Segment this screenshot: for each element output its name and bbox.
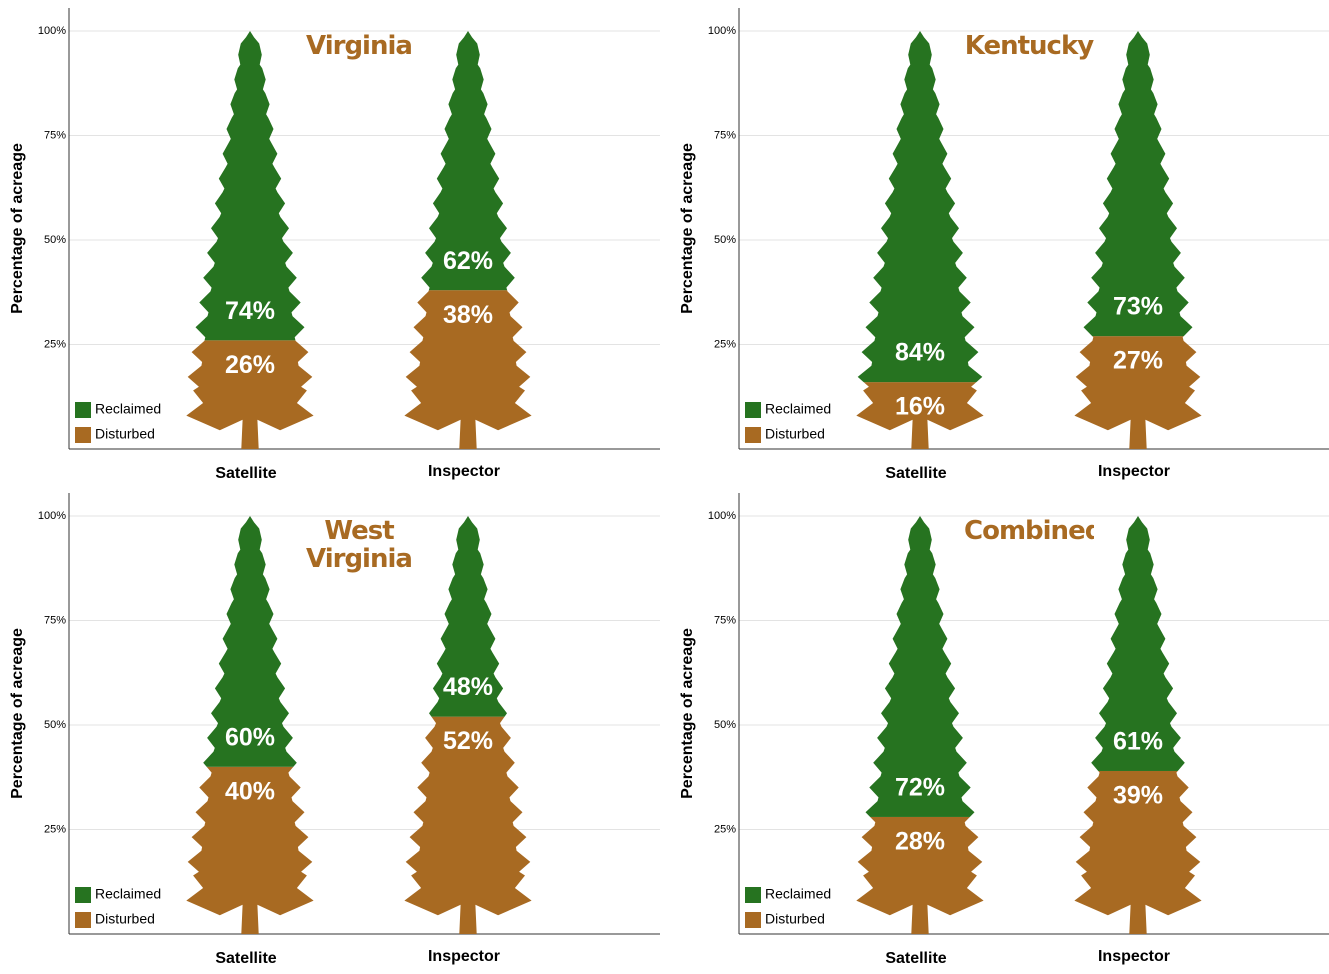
legend-swatch bbox=[75, 427, 91, 443]
legend-label: Reclaimed bbox=[95, 886, 161, 902]
y-tick-label: 75% bbox=[44, 614, 66, 626]
panel: 25% 50% 75% 100% Percentage of acreage Satell… bbox=[679, 493, 1329, 967]
x-tick-label: Satellite bbox=[885, 950, 946, 967]
legend-label: Reclaimed bbox=[765, 401, 831, 417]
y-tick-label: 25% bbox=[44, 338, 66, 350]
y-tick-label: 75% bbox=[714, 614, 736, 626]
y-tick-label: 50% bbox=[44, 234, 66, 246]
legend-swatch bbox=[745, 887, 761, 903]
legend-label: Disturbed bbox=[95, 911, 155, 927]
chart-title: Combined bbox=[964, 517, 1094, 546]
data-label: 72% bbox=[895, 774, 945, 802]
chart-title: Kentucky bbox=[964, 32, 1094, 61]
y-tick-label: 75% bbox=[44, 129, 66, 141]
data-label: 39% bbox=[1113, 782, 1163, 810]
data-label: 52% bbox=[443, 727, 493, 755]
chart-title: West Virginia bbox=[306, 517, 413, 574]
bar-disturbed bbox=[186, 766, 314, 934]
data-label: 60% bbox=[225, 723, 275, 751]
legend-swatch bbox=[75, 402, 91, 418]
data-label: 74% bbox=[225, 297, 275, 325]
data-label: 48% bbox=[443, 673, 493, 701]
x-tick-label: Satellite bbox=[885, 465, 946, 482]
data-label: 27% bbox=[1113, 347, 1163, 375]
y-axis-label: Percentage of acreage bbox=[9, 143, 26, 314]
y-axis-label: Percentage of acreage bbox=[9, 628, 26, 799]
bar-disturbed bbox=[404, 290, 532, 449]
data-label: 28% bbox=[895, 828, 945, 856]
legend-swatch bbox=[745, 912, 761, 928]
data-label: 16% bbox=[895, 393, 945, 421]
chart-title: Virginia bbox=[306, 32, 413, 61]
x-tick-label: Satellite bbox=[215, 950, 276, 967]
y-tick-label: 100% bbox=[38, 510, 66, 522]
panel: 25% 50% 75% 100% Percentage of acreage Satell… bbox=[679, 8, 1329, 482]
legend-swatch bbox=[75, 912, 91, 928]
y-tick-label: 25% bbox=[714, 338, 736, 350]
legend-swatch bbox=[745, 427, 761, 443]
y-tick-label: 100% bbox=[38, 25, 66, 37]
x-tick-label: Inspector bbox=[1098, 948, 1170, 965]
legend-swatch bbox=[75, 887, 91, 903]
legend-label: Disturbed bbox=[95, 426, 155, 442]
y-tick-label: 100% bbox=[708, 25, 736, 37]
y-tick-label: 50% bbox=[714, 719, 736, 731]
y-tick-label: 50% bbox=[44, 719, 66, 731]
panel: 25% 50% 75% 100% Percentage of acreage Satell… bbox=[9, 493, 660, 967]
legend-swatch bbox=[745, 402, 761, 418]
x-tick-label: Inspector bbox=[428, 463, 500, 480]
panel: 25% 50% 75% 100% Percentage of acreage Satell… bbox=[9, 8, 660, 482]
data-label: 73% bbox=[1113, 293, 1163, 321]
y-axis-label: Percentage of acreage bbox=[679, 628, 696, 799]
data-label: 62% bbox=[443, 247, 493, 275]
legend-label: Disturbed bbox=[765, 911, 825, 927]
x-tick-label: Satellite bbox=[215, 465, 276, 482]
y-tick-label: 75% bbox=[714, 129, 736, 141]
legend-label: Reclaimed bbox=[95, 401, 161, 417]
y-tick-label: 50% bbox=[714, 234, 736, 246]
y-tick-label: 25% bbox=[714, 823, 736, 835]
data-label: 61% bbox=[1113, 728, 1163, 756]
data-label: 84% bbox=[895, 339, 945, 367]
data-label: 38% bbox=[443, 301, 493, 329]
data-label: 26% bbox=[225, 351, 275, 379]
x-tick-label: Inspector bbox=[428, 948, 500, 965]
data-label: 40% bbox=[225, 777, 275, 805]
x-tick-label: Inspector bbox=[1098, 463, 1170, 480]
y-tick-label: 25% bbox=[44, 823, 66, 835]
y-tick-label: 100% bbox=[708, 510, 736, 522]
legend-label: Disturbed bbox=[765, 426, 825, 442]
legend-label: Reclaimed bbox=[765, 886, 831, 902]
y-axis-label: Percentage of acreage bbox=[679, 143, 696, 314]
